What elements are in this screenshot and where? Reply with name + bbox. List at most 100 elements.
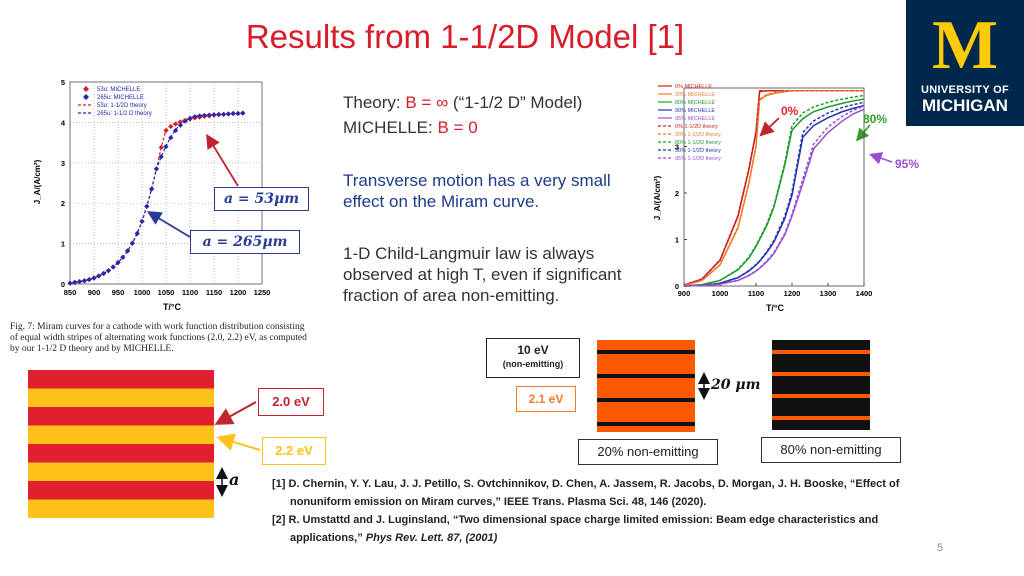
right-chart-xtick: 1400 bbox=[856, 289, 873, 298]
data-point bbox=[115, 259, 121, 266]
data-point bbox=[177, 119, 183, 125]
legend-label: 20% 1-1/2D theory bbox=[675, 132, 721, 138]
left-chart-xtick: 1050 bbox=[158, 288, 175, 297]
logo-line2: MICHIGAN bbox=[922, 96, 1008, 115]
right-chart-xlabel: T/°C bbox=[766, 303, 785, 313]
slide-title: Results from 1-1/2D Model [1] bbox=[245, 18, 685, 55]
right-series-3 bbox=[683, 104, 865, 287]
left-chart-xtick: 1200 bbox=[230, 288, 247, 297]
stripe-2-2ev bbox=[28, 388, 214, 407]
right-series-4 bbox=[683, 108, 865, 287]
right-series-9 bbox=[683, 105, 865, 287]
left-chart-ytick: 4 bbox=[61, 118, 66, 127]
university-logo: M UNIVERSITY OF MICHIGAN bbox=[906, 0, 1024, 126]
alternating-stripes bbox=[28, 370, 214, 518]
legend-label: 80% 1-1/2D theory bbox=[675, 140, 721, 146]
right-series-6 bbox=[683, 89, 864, 287]
right-chart-ylabel: J_A/(A/cm²) bbox=[653, 175, 662, 220]
legend-marker bbox=[83, 86, 89, 92]
theory-b-value: B = ∞ bbox=[405, 93, 449, 112]
right-chart-xtick: 1000 bbox=[712, 289, 729, 298]
left-chart-ytick: 2 bbox=[61, 199, 65, 208]
legend-label: 53u: 1-1/2D theory bbox=[97, 103, 147, 109]
non-emitting-stripe bbox=[597, 350, 695, 354]
right-chart-xtick: 1300 bbox=[820, 289, 837, 298]
callout-a-265: a = 265μm bbox=[190, 230, 300, 254]
annotation-95pct: 95% bbox=[895, 157, 920, 171]
emitting-stripe bbox=[772, 350, 870, 354]
left-chart-xtick: 850 bbox=[64, 288, 77, 297]
left-chart-xtick: 1150 bbox=[206, 288, 222, 297]
right-chart-xtick: 900 bbox=[678, 289, 691, 298]
emitting-stripe bbox=[772, 394, 870, 398]
theory-line: Theory: B = ∞ (“1-1/2 D” Model) bbox=[343, 93, 583, 112]
figure-caption: Fig. 7: Miram curves for a cathode with … bbox=[10, 322, 307, 354]
data-point bbox=[168, 123, 174, 130]
michelle-line: MICHELLE: B = 0 bbox=[343, 118, 478, 137]
data-point bbox=[77, 278, 83, 285]
right-chart-ytick: 3 bbox=[675, 143, 679, 152]
left-chart-xtick: 900 bbox=[88, 288, 101, 297]
michelle-b-value: B = 0 bbox=[437, 118, 478, 137]
data-point bbox=[81, 278, 87, 284]
caption-20pct: 20% non-emitting bbox=[578, 439, 718, 465]
right-series-8 bbox=[683, 101, 865, 287]
legend-label: 265u: MICHELLE bbox=[97, 95, 144, 101]
logo-letter: M bbox=[931, 7, 999, 84]
reference-2: [2] R. Umstattd and J. Luginsland, “Two … bbox=[272, 514, 879, 544]
right-chart-frame bbox=[683, 87, 865, 287]
right-chart-ytick: 1 bbox=[675, 236, 679, 245]
caption-80pct: 80% non-emitting bbox=[761, 437, 901, 463]
reference-1: [1] D. Chernin, Y. Y. Lau, J. J. Petillo… bbox=[272, 478, 900, 508]
legend-marker bbox=[83, 94, 89, 100]
left-chart-ytick: 1 bbox=[61, 240, 65, 249]
legend-label: 90% MICHELLE bbox=[675, 108, 715, 114]
stripe-2-2ev bbox=[28, 462, 214, 481]
annotation-0pct: 0% bbox=[781, 104, 799, 118]
paragraph-child-langmuir: 1-D Child-Langmuir law is always observe… bbox=[343, 244, 622, 305]
stripe-2-2ev bbox=[28, 499, 214, 518]
emitting-area bbox=[597, 340, 695, 432]
legend-label: 265u: 1-1/2 D theory bbox=[97, 111, 152, 117]
left-chart-ytick: 3 bbox=[61, 159, 65, 168]
legend-label: 53u: MICHELLE bbox=[97, 87, 140, 93]
right-series-1 bbox=[683, 89, 864, 287]
label-2-1ev: 2.1 eV bbox=[516, 386, 576, 412]
paragraph-transverse: Transverse motion has a very small effec… bbox=[343, 171, 611, 211]
theory-block: Theory: B = ∞ (“1-1/2 D” Model) MICHELLE… bbox=[343, 92, 643, 138]
right-chart-xtick: 1200 bbox=[784, 289, 801, 298]
legend-label: 90% 1-1/2D theory bbox=[675, 148, 721, 154]
stripe-2-0ev bbox=[28, 370, 214, 389]
callout-a-53: a = 53μm bbox=[214, 187, 309, 211]
stripe-2-0ev bbox=[28, 481, 214, 500]
data-point bbox=[173, 121, 179, 127]
pattern-20pct bbox=[597, 340, 695, 432]
left-chart-xtick: 950 bbox=[112, 288, 125, 297]
legend-label: 95% 1-1/2D theory bbox=[675, 156, 721, 162]
left-chart-ytick: 0 bbox=[61, 280, 65, 289]
right-miram-chart: 900 1000 1100 1200 1300 1400 0 1 2 3 0% MICHELLE 20… bbox=[653, 84, 873, 313]
series-265u-theory bbox=[69, 112, 243, 284]
stripe-2-0ev bbox=[28, 444, 214, 463]
emitting-stripe bbox=[772, 416, 870, 420]
legend-label: 95% MICHELLE bbox=[675, 116, 715, 122]
stripe-width-label: a bbox=[229, 470, 240, 489]
non-emitting-stripe bbox=[597, 422, 695, 426]
pattern-80pct bbox=[772, 340, 870, 430]
data-point bbox=[91, 275, 97, 281]
annotation-80pct: 80% bbox=[863, 112, 888, 126]
right-chart-xtick: 1100 bbox=[748, 289, 764, 298]
left-chart-xlabel: T/°C bbox=[163, 302, 182, 312]
label-10ev: 10 eV (non-emitting) bbox=[486, 338, 580, 378]
non-emitting-area bbox=[772, 340, 870, 430]
left-chart-ytick: 5 bbox=[61, 78, 65, 87]
label-2-0ev: 2.0 eV bbox=[258, 388, 324, 416]
left-chart-xtick: 1100 bbox=[182, 288, 198, 297]
stripe-2-2ev bbox=[28, 425, 214, 444]
legend-label: 20% MICHELLE bbox=[675, 92, 715, 98]
left-chart-xtick: 1250 bbox=[254, 288, 271, 297]
left-chart-xtick: 1000 bbox=[134, 288, 151, 297]
left-chart-ylabel: J_A/(A/cm²) bbox=[33, 159, 42, 204]
page-number: 5 bbox=[937, 542, 944, 554]
non-emitting-stripe bbox=[597, 398, 695, 402]
